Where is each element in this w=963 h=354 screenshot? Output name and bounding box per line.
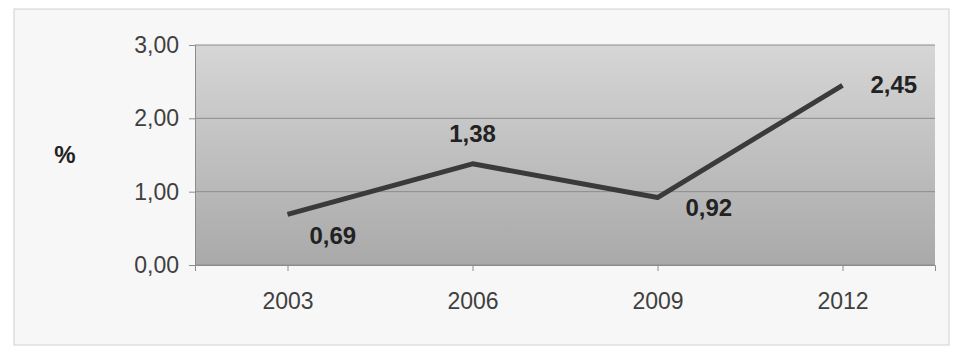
- tick-mark: [189, 118, 195, 119]
- tick-label: 2012: [817, 288, 868, 314]
- tick: 2,00: [134, 105, 195, 131]
- tick-label: 0,00: [134, 252, 179, 278]
- tick: 2009: [632, 265, 683, 314]
- tick-label: 2,00: [134, 105, 179, 131]
- tick-label: 1,00: [134, 179, 179, 205]
- data-label: 2,45: [871, 71, 918, 98]
- grid-line: [195, 45, 935, 46]
- marks: [288, 85, 843, 214]
- tick-mark: [189, 265, 195, 266]
- plot: 0,00 1,00 2,00 3,00 2003 2006 2009 2012 0,69 1,38…: [134, 32, 935, 314]
- axis-line: [196, 266, 936, 272]
- grid: [195, 45, 935, 265]
- tick-mark: [288, 265, 289, 271]
- tick-label: 2003: [262, 288, 313, 314]
- tick: 2003: [262, 265, 313, 314]
- y-axis-title: %: [54, 141, 75, 168]
- tick: 2006: [447, 265, 498, 314]
- axis-line: [189, 46, 196, 266]
- tick: 3,00: [134, 32, 195, 58]
- tick-label: 2009: [632, 288, 683, 314]
- line: [288, 85, 843, 214]
- data-label: 0,69: [310, 222, 357, 249]
- tick: 1,00: [134, 179, 195, 205]
- tick-mark: [473, 265, 474, 271]
- chart: 0,00 1,00 2,00 3,00 2003 2006 2009 2012 0,69 1,38…: [0, 0, 963, 354]
- tick-label: 2006: [447, 288, 498, 314]
- chart-frame: [14, 9, 949, 345]
- tick-mark: [658, 265, 659, 271]
- x-axis: 2003 2006 2009 2012: [196, 265, 936, 314]
- tick: 2012: [817, 265, 868, 314]
- grid-line: [195, 118, 935, 119]
- plot-background: [195, 45, 935, 265]
- tick-label: 3,00: [134, 32, 179, 58]
- tick-mark: [843, 265, 844, 271]
- tick: 0,00: [134, 252, 195, 278]
- y-axis: 0,00 1,00 2,00 3,00: [134, 32, 195, 278]
- grid-line: [195, 191, 935, 192]
- data-label: 0,92: [686, 194, 733, 221]
- data-labels: 0,69 1,38 0,92 2,45: [310, 71, 918, 249]
- tick-mark: [189, 45, 195, 46]
- tick-mark: [189, 192, 195, 193]
- data-label: 1,38: [449, 120, 496, 147]
